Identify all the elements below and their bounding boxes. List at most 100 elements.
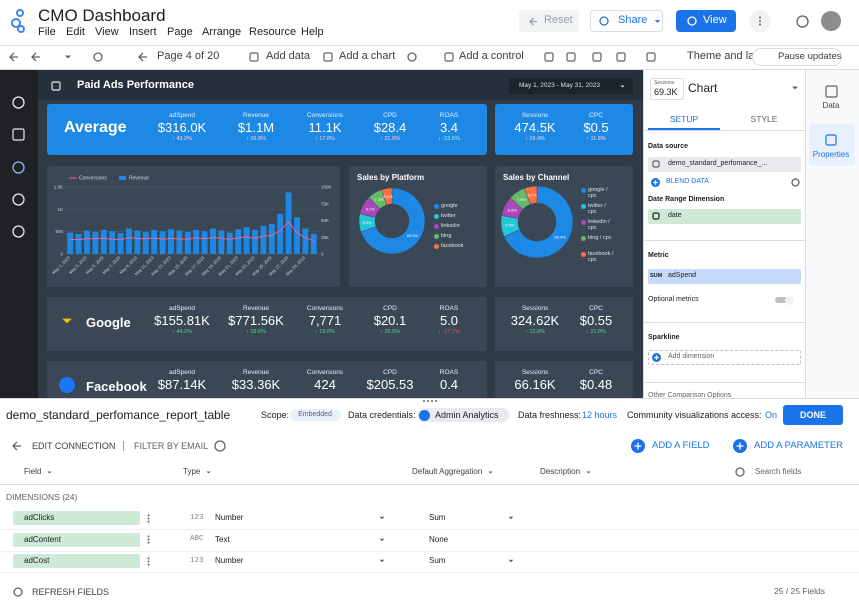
brand-logo (59, 377, 75, 393)
scorecard-row (47, 297, 487, 351)
metric-name: adSpend (668, 271, 697, 279)
menu-item[interactable]: Resource (249, 26, 297, 39)
legend-dot (580, 235, 586, 241)
section-label: Data source (648, 142, 689, 150)
menu-item[interactable]: Insert (129, 26, 157, 39)
refresh-fields[interactable]: REFRESH FIELDS (32, 586, 110, 597)
tab-setup[interactable]: SETUP (669, 113, 699, 124)
metric-name: CPD (383, 305, 397, 313)
search-fields[interactable]: Search fields (755, 467, 802, 477)
filter-by-email[interactable]: FILTER BY EMAIL (134, 440, 209, 451)
field-menu-dot (147, 538, 149, 541)
drag-dot (423, 400, 425, 402)
rail-data[interactable]: Data (822, 101, 840, 111)
right-rail (805, 70, 859, 398)
donut-slice (503, 185, 574, 259)
legend-label: google (441, 202, 458, 209)
column-header[interactable]: Type (183, 467, 201, 477)
slice-label: 9.5% (505, 223, 515, 228)
field-chip[interactable] (13, 511, 140, 525)
date-range[interactable]: May 1, 2023 - May 31, 2023 (519, 82, 600, 90)
field-count: 25 / 25 Fields (773, 585, 825, 596)
field-aggregation[interactable]: Sum (429, 556, 446, 566)
scorecard-side (495, 361, 633, 398)
add-data-button[interactable]: Add data (266, 50, 311, 63)
edit-connection[interactable]: EDIT CONNECTION (32, 440, 116, 451)
metric-box[interactable] (648, 269, 801, 284)
credentials-value[interactable]: Admin Analytics (435, 409, 499, 420)
scorecard-row (47, 361, 487, 398)
type-caret-shape (379, 538, 385, 541)
data-source-box[interactable] (648, 157, 801, 172)
date-caret-shape (619, 84, 625, 88)
menu-item[interactable]: Help (301, 26, 324, 39)
reset-button[interactable] (519, 10, 579, 32)
nav-icon (11, 224, 25, 238)
field-aggregation[interactable]: None (429, 534, 449, 544)
app-title: CMO Dashboard (38, 5, 166, 25)
toggle-track[interactable] (775, 297, 793, 303)
donut-slice (360, 187, 426, 255)
person-icon-shape (418, 409, 430, 421)
menu-item[interactable]: View (95, 26, 119, 39)
data-source: demo_standard_perfomance_... (668, 159, 768, 167)
pause-button[interactable] (752, 48, 842, 66)
tab-style[interactable]: STYLE (750, 113, 778, 124)
share-button[interactable] (590, 10, 663, 32)
section-label: Date Range Dimension (648, 195, 725, 203)
pause-label[interactable]: Pause updates (778, 51, 842, 63)
field-type[interactable]: Number (215, 556, 244, 566)
metric-delta: ↑ 21.8% (586, 328, 606, 335)
view-label[interactable]: View (703, 14, 727, 27)
menu-item[interactable]: File (38, 26, 56, 39)
legend-label: bing / cpc (588, 234, 612, 241)
menu-item[interactable]: Arrange (202, 26, 242, 39)
column-header[interactable]: Field (24, 467, 42, 477)
done-label[interactable]: DONE (799, 409, 827, 420)
add-control-button[interactable]: Add a control (459, 50, 524, 63)
field-type[interactable]: Number (215, 513, 244, 523)
slice-label: 5.1% (383, 194, 393, 199)
bar (243, 227, 250, 254)
credentials-chip[interactable] (417, 408, 509, 422)
legend-dot-shape (580, 235, 586, 241)
metric-value: 5.0 (439, 313, 459, 329)
done-button[interactable] (783, 405, 843, 425)
column-header[interactable]: Default Aggregation (412, 467, 483, 477)
toolbar-icon (544, 52, 554, 62)
pencil-icon-shape (652, 160, 660, 168)
sort-icon (46, 470, 52, 474)
field-chip[interactable] (13, 554, 140, 568)
y-tick-label: 500 (55, 229, 63, 234)
legend-label: facebook (441, 242, 464, 249)
reset-label[interactable]: Reset (544, 14, 573, 27)
date-dim-box[interactable] (648, 209, 801, 224)
y2-tick-label: 0 (321, 252, 324, 257)
date-picker[interactable] (509, 78, 633, 94)
column-header[interactable]: Description (540, 467, 581, 477)
toolbar-icon-shape (646, 52, 656, 62)
sort-icon-shape (585, 470, 591, 474)
section-divider (643, 240, 805, 241)
menu-item[interactable]: Page (167, 26, 193, 39)
legend-dot (433, 203, 439, 209)
share-label[interactable]: Share (618, 14, 648, 27)
add-dimension-box[interactable] (648, 350, 801, 365)
community-value[interactable]: On (765, 409, 778, 420)
legend-dot-shape (433, 213, 439, 219)
menu-item[interactable]: Edit (66, 26, 85, 39)
field-type[interactable]: Text (215, 534, 230, 544)
add-field[interactable]: ADD A FIELD (652, 440, 710, 452)
blend-data[interactable]: BLEND DATA (666, 177, 709, 185)
drag-dot-shape (423, 400, 425, 402)
field-aggregation[interactable]: Sum (429, 513, 446, 523)
refresh-icon-shape (13, 587, 23, 597)
rail-properties[interactable]: Properties (812, 150, 850, 160)
add-chart-button[interactable]: Add a chart (339, 50, 396, 63)
field-menu-dot (147, 513, 149, 516)
view-button[interactable] (676, 10, 736, 32)
freshness-value[interactable]: 12 hours (582, 409, 618, 420)
field-chip[interactable] (13, 532, 140, 547)
add-parameter[interactable]: ADD A PARAMETER (754, 440, 844, 452)
tab-border (643, 130, 805, 131)
